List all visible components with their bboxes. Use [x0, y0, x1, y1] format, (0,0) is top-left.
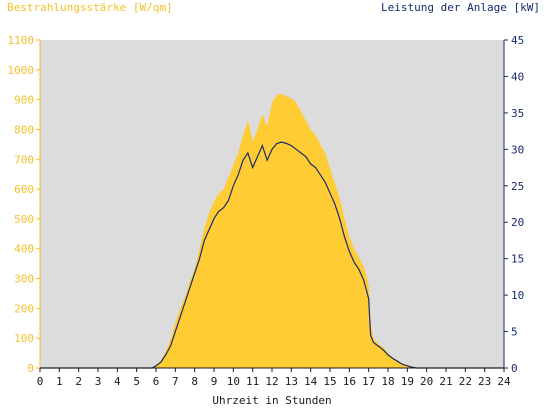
x-axis-tick-label: 14: [304, 375, 318, 388]
left-axis-tick-label: 800: [14, 123, 34, 136]
x-axis-tick-label: 7: [172, 375, 179, 388]
right-axis-tick-label: 15: [511, 253, 524, 266]
x-axis-tick-label: 2: [75, 375, 82, 388]
right-axis-tick-label: 45: [511, 34, 524, 47]
right-axis-tick-label: 25: [511, 180, 524, 193]
right-axis-tick-label: 20: [511, 216, 524, 229]
left-axis-tick-label: 900: [14, 94, 34, 107]
x-axis-tick-label: 18: [381, 375, 394, 388]
x-axis-tick-label: 24: [497, 375, 511, 388]
x-axis-tick-label: 23: [478, 375, 491, 388]
x-axis-tick-label: 8: [191, 375, 198, 388]
x-axis-tick-label: 1: [56, 375, 63, 388]
x-axis-tick-label: 19: [401, 375, 414, 388]
x-axis-tick-label: 21: [439, 375, 452, 388]
x-axis-tick-label: 16: [343, 375, 356, 388]
left-axis-tick-label: 1100: [8, 34, 35, 47]
right-axis-tick-label: 10: [511, 289, 524, 302]
right-axis-title: Leistung der Anlage [kW]: [381, 1, 540, 14]
x-axis-tick-label: 6: [153, 375, 160, 388]
x-axis-tick-label: 9: [211, 375, 218, 388]
left-axis-tick-label: 400: [14, 243, 34, 256]
left-axis-tick-label: 600: [14, 183, 34, 196]
x-axis-tick-label: 5: [133, 375, 140, 388]
irradiance-area-layer: [40, 93, 504, 369]
x-axis-tick-label: 4: [114, 375, 121, 388]
right-axis-tick-label: 30: [511, 143, 524, 156]
left-axis-tick-label: 100: [14, 332, 34, 345]
x-axis-tick-label: 15: [323, 375, 336, 388]
x-axis-tick-label: 17: [362, 375, 375, 388]
x-axis-tick-label: 10: [227, 375, 240, 388]
right-axis-tick-label: 35: [511, 107, 524, 120]
right-axis-tick-label: 0: [511, 362, 518, 375]
irradiance-area: [40, 93, 504, 369]
x-axis-tick-label: 22: [459, 375, 472, 388]
left-axis-tick-label: 1000: [8, 64, 35, 77]
left-axis-tick-label: 500: [14, 213, 34, 226]
x-axis-tick-label: 3: [95, 375, 102, 388]
left-axis-tick-label: 0: [27, 362, 34, 375]
right-axis-tick-label: 40: [511, 70, 524, 83]
x-axis-tick-label: 20: [420, 375, 433, 388]
x-axis-tick-label: 12: [265, 375, 278, 388]
right-axis-tick-label: 5: [511, 326, 518, 339]
x-axis-tick-label: 11: [246, 375, 259, 388]
x-axis-title: Uhrzeit in Stunden: [212, 394, 332, 407]
left-axis-tick-label: 300: [14, 273, 34, 286]
axes: 0100200300400500600700800900100011000510…: [8, 34, 525, 388]
left-axis-tick-label: 700: [14, 153, 34, 166]
x-axis-tick-label: 0: [37, 375, 44, 388]
left-axis-tick-label: 200: [14, 302, 34, 315]
left-axis-title: Bestrahlungsstärke [W/qm]: [7, 1, 173, 14]
power-line: [40, 141, 504, 369]
x-axis-tick-label: 13: [285, 375, 298, 388]
power-line-layer: [40, 141, 504, 369]
